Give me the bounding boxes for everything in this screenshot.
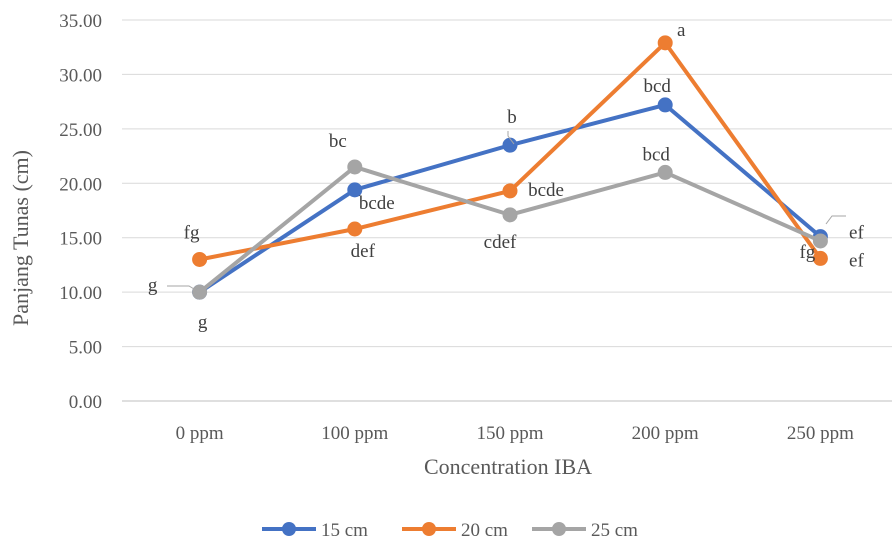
series-group <box>192 35 828 300</box>
leader-line <box>825 215 846 225</box>
x-tick-label: 250 ppm <box>787 423 854 444</box>
y-tick-label: 10.00 <box>59 283 102 304</box>
data-label: ef <box>849 223 864 244</box>
data-label: b <box>507 107 517 128</box>
y-tick-label: 5.00 <box>69 338 102 359</box>
data-point <box>502 207 518 223</box>
data-point <box>347 182 363 198</box>
data-point <box>192 284 208 300</box>
y-tick-label: 0.00 <box>69 392 102 413</box>
y-tick-label: 25.00 <box>59 120 102 141</box>
data-point <box>347 221 363 237</box>
data-point <box>657 97 673 113</box>
data-label: bcd <box>643 76 671 97</box>
data-point <box>657 35 673 51</box>
data-label: def <box>351 241 376 262</box>
gridlines <box>122 19 892 402</box>
data-point <box>812 233 828 249</box>
data-labels: bcde b bcd ef fg def bcde a ef g bc cdef bcd fg g <box>148 20 865 333</box>
legend: 15 cm 20 cm 25 cm <box>262 520 638 541</box>
data-point <box>812 250 828 266</box>
legend-label: 20 cm <box>461 520 508 541</box>
data-label: g <box>198 312 208 333</box>
data-point <box>502 183 518 199</box>
y-tick-label: 30.00 <box>59 65 102 86</box>
y-axis-title: Panjang Tunas (cm) <box>8 150 33 326</box>
data-point <box>347 159 363 175</box>
x-tick-label: 200 ppm <box>632 423 699 444</box>
leader-line <box>507 131 515 145</box>
data-point <box>192 251 208 267</box>
legend-marker <box>552 522 566 536</box>
data-point <box>657 164 673 180</box>
data-label: cdef <box>484 232 517 253</box>
y-axis-ticks: 0.00 5.00 10.00 15.00 20.00 25.00 30.00 35.00 <box>59 11 102 413</box>
y-tick-label: 15.00 <box>59 229 102 250</box>
legend-marker <box>282 522 296 536</box>
data-label: fg <box>184 222 200 243</box>
y-tick-label: 20.00 <box>59 174 102 195</box>
data-label: fg <box>799 242 815 263</box>
data-label: bc <box>329 131 347 152</box>
leader-line <box>167 285 200 293</box>
x-tick-label: 0 ppm <box>176 423 224 444</box>
data-label: bcd <box>642 144 670 165</box>
legend-label: 15 cm <box>321 520 368 541</box>
y-tick-label: 35.00 <box>59 11 102 32</box>
data-label: a <box>677 20 686 41</box>
legend-label: 25 cm <box>591 520 638 541</box>
data-label: bcde <box>528 180 564 201</box>
data-label: bcde <box>359 193 395 214</box>
data-point <box>502 137 518 153</box>
x-tick-label: 150 ppm <box>476 423 543 444</box>
x-axis-ticks: 0 ppm 100 ppm 150 ppm 200 ppm 250 ppm <box>176 423 855 444</box>
data-label: ef <box>849 250 864 271</box>
x-tick-label: 100 ppm <box>321 423 388 444</box>
legend-marker <box>422 522 436 536</box>
x-axis-title: Concentration IBA <box>424 454 592 479</box>
data-label: g <box>148 275 158 296</box>
